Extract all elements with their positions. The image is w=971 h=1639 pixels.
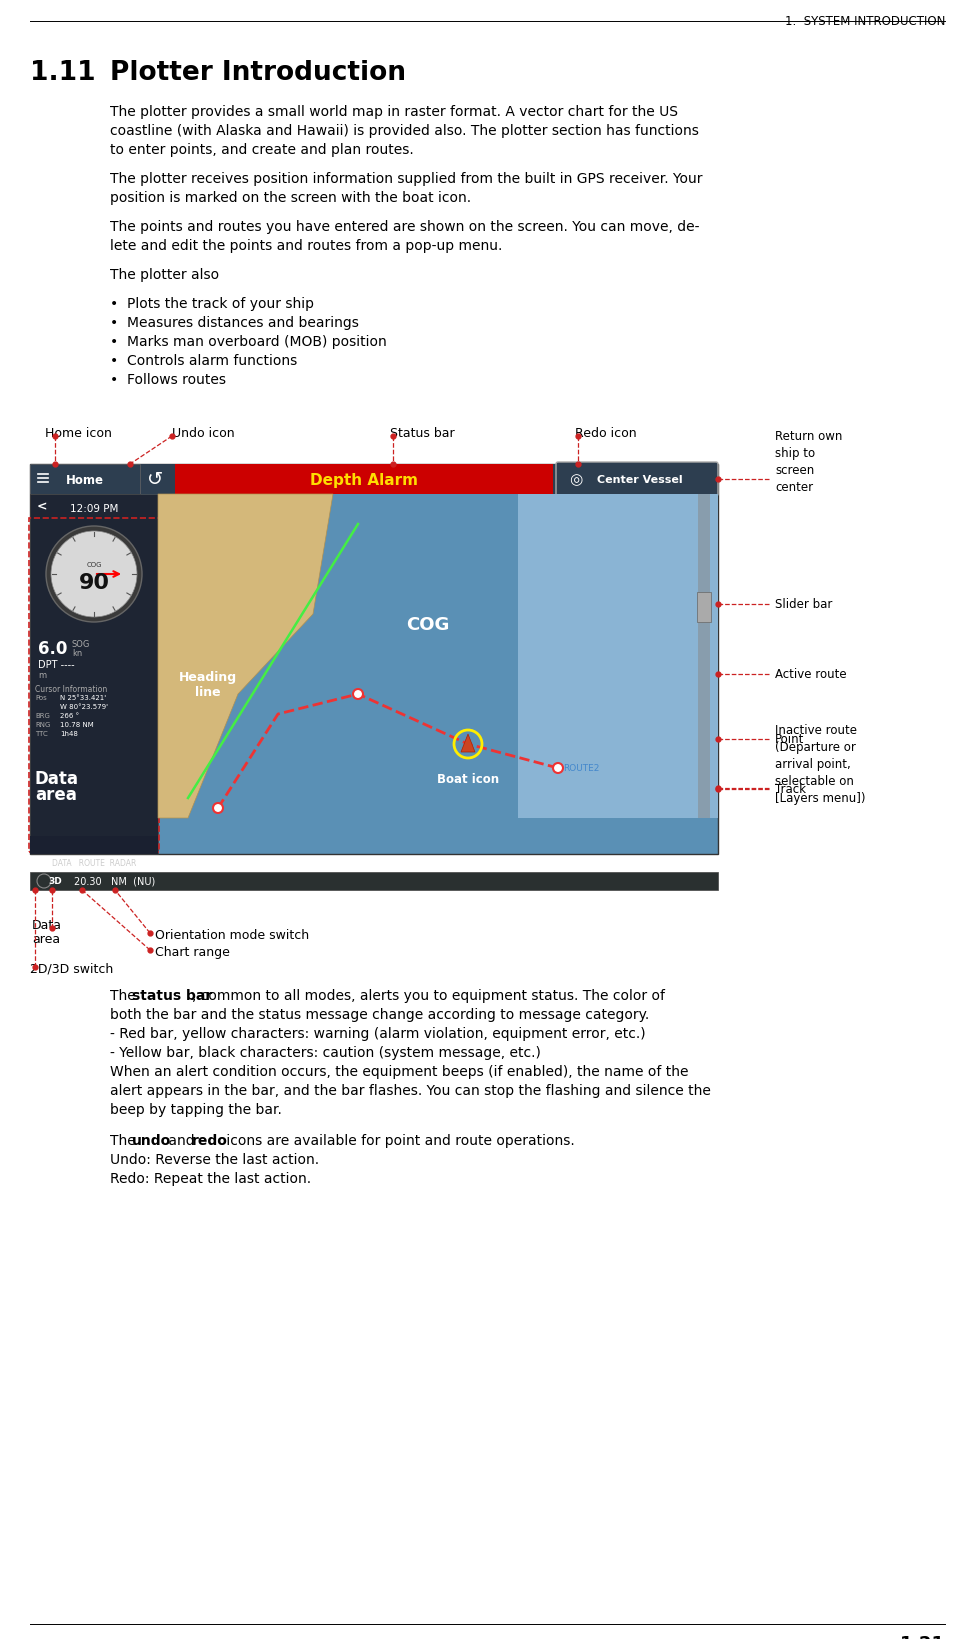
Text: Return own
ship to
screen
center: Return own ship to screen center xyxy=(775,429,843,493)
Text: 12:09 PM: 12:09 PM xyxy=(70,503,118,513)
Text: Home: Home xyxy=(66,474,104,487)
Text: both the bar and the status message change according to message category.: both the bar and the status message chan… xyxy=(110,1008,650,1021)
Text: Plotter Introduction: Plotter Introduction xyxy=(110,61,406,85)
Text: 1.11: 1.11 xyxy=(30,61,95,85)
Bar xyxy=(30,465,718,495)
Text: Redo: Repeat the last action.: Redo: Repeat the last action. xyxy=(110,1172,311,1185)
Bar xyxy=(698,495,710,818)
Text: COG: COG xyxy=(86,562,102,567)
Bar xyxy=(30,465,718,854)
Text: The points and routes you have entered are shown on the screen. You can move, de: The points and routes you have entered a… xyxy=(110,220,699,234)
Text: 90: 90 xyxy=(79,572,110,593)
Text: beep by tapping the bar.: beep by tapping the bar. xyxy=(110,1103,282,1116)
Text: DATA   ROUTE  RADAR: DATA ROUTE RADAR xyxy=(51,859,136,869)
Text: Heading
line: Heading line xyxy=(179,670,237,698)
Text: Point: Point xyxy=(775,733,804,746)
Text: icons are available for point and route operations.: icons are available for point and route … xyxy=(222,1133,575,1147)
Text: ROUTE2: ROUTE2 xyxy=(563,764,599,774)
Bar xyxy=(175,465,553,495)
Text: DPT ----: DPT ---- xyxy=(38,659,75,670)
Text: area: area xyxy=(35,785,77,803)
Text: •  Follows routes: • Follows routes xyxy=(110,372,226,387)
Text: TTC: TTC xyxy=(35,731,48,736)
Bar xyxy=(697,593,711,623)
Text: m: m xyxy=(38,670,47,680)
Circle shape xyxy=(213,803,223,813)
Text: Home icon: Home icon xyxy=(45,426,112,439)
Text: ↺: ↺ xyxy=(147,470,163,488)
Text: alert appears in the bar, and the bar flashes. You can stop the flashing and sil: alert appears in the bar, and the bar fl… xyxy=(110,1083,711,1098)
Text: ◎: ◎ xyxy=(569,472,583,487)
Text: W 80°23.579': W 80°23.579' xyxy=(60,703,108,710)
Polygon shape xyxy=(158,495,333,818)
Text: - Red bar, yellow characters: warning (alarm violation, equipment error, etc.): - Red bar, yellow characters: warning (a… xyxy=(110,1026,646,1041)
Text: Pos: Pos xyxy=(35,695,47,700)
Text: Active route: Active route xyxy=(775,669,847,682)
FancyBboxPatch shape xyxy=(556,462,718,497)
Text: 266 °: 266 ° xyxy=(60,713,79,718)
Polygon shape xyxy=(461,734,475,752)
Text: 10.78 NM: 10.78 NM xyxy=(60,721,94,728)
Text: The plotter receives position information supplied from the built in GPS receive: The plotter receives position informatio… xyxy=(110,172,702,185)
Text: 20.30   NM  (NU): 20.30 NM (NU) xyxy=(75,877,155,887)
Text: 6.0: 6.0 xyxy=(38,639,67,657)
Text: coastline (with Alaska and Hawaii) is provided also. The plotter section has fun: coastline (with Alaska and Hawaii) is pr… xyxy=(110,125,699,138)
Text: , common to all modes, alerts you to equipment status. The color of: , common to all modes, alerts you to equ… xyxy=(192,988,665,1003)
Text: The: The xyxy=(110,1133,140,1147)
Text: The: The xyxy=(110,988,140,1003)
Bar xyxy=(30,495,158,854)
Text: lete and edit the points and routes from a pop-up menu.: lete and edit the points and routes from… xyxy=(110,239,502,252)
Text: Center Vessel: Center Vessel xyxy=(597,475,683,485)
Text: Data: Data xyxy=(35,770,79,787)
Text: When an alert condition occurs, the equipment beeps (if enabled), the name of th: When an alert condition occurs, the equi… xyxy=(110,1064,688,1078)
Text: - Yellow bar, black characters: caution (system message, etc.): - Yellow bar, black characters: caution … xyxy=(110,1046,541,1059)
Polygon shape xyxy=(518,495,718,818)
Text: N 25°33.421': N 25°33.421' xyxy=(60,695,106,700)
Text: Slider bar: Slider bar xyxy=(775,598,832,611)
Text: status bar: status bar xyxy=(132,988,213,1003)
Text: •  Controls alarm functions: • Controls alarm functions xyxy=(110,354,297,367)
Text: •  Measures distances and bearings: • Measures distances and bearings xyxy=(110,316,359,329)
Text: Status bar: Status bar xyxy=(390,426,454,439)
Circle shape xyxy=(51,531,137,618)
Text: The plotter also: The plotter also xyxy=(110,267,219,282)
Circle shape xyxy=(46,526,142,623)
Text: 1-21: 1-21 xyxy=(900,1634,945,1639)
Text: 1h48: 1h48 xyxy=(60,731,78,736)
Text: kn: kn xyxy=(72,649,83,657)
Text: Orientation mode switch: Orientation mode switch xyxy=(155,928,309,941)
Text: Cursor Information: Cursor Information xyxy=(35,685,107,693)
Text: BRG: BRG xyxy=(35,713,50,718)
Text: SOG: SOG xyxy=(72,639,90,649)
Text: Undo: Reverse the last action.: Undo: Reverse the last action. xyxy=(110,1152,319,1167)
Text: Redo icon: Redo icon xyxy=(575,426,637,439)
Text: and: and xyxy=(164,1133,199,1147)
Text: COG: COG xyxy=(406,616,450,634)
Text: Inactive route
(Departure or
arrival point,
selectable on
[Layers menu]): Inactive route (Departure or arrival poi… xyxy=(775,724,865,805)
Text: 3D: 3D xyxy=(48,877,62,887)
Text: 1.  SYSTEM INTRODUCTION: 1. SYSTEM INTRODUCTION xyxy=(785,15,945,28)
Text: undo: undo xyxy=(132,1133,171,1147)
Bar xyxy=(30,465,140,495)
Text: Depth Alarm: Depth Alarm xyxy=(310,472,418,487)
Text: area: area xyxy=(32,933,60,946)
Text: position is marked on the screen with the boat icon.: position is marked on the screen with th… xyxy=(110,190,471,205)
Text: •  Plots the track of your ship: • Plots the track of your ship xyxy=(110,297,314,311)
Text: RNG: RNG xyxy=(35,721,50,728)
Text: The plotter provides a small world map in raster format. A vector chart for the : The plotter provides a small world map i… xyxy=(110,105,678,120)
Bar xyxy=(30,836,158,854)
Text: <: < xyxy=(37,500,48,513)
Text: Undo icon: Undo icon xyxy=(172,426,235,439)
Text: •  Marks man overboard (MOB) position: • Marks man overboard (MOB) position xyxy=(110,334,386,349)
Text: Data: Data xyxy=(32,918,62,931)
Text: Track: Track xyxy=(775,783,806,797)
Bar xyxy=(30,872,718,890)
Text: 2D/3D switch: 2D/3D switch xyxy=(30,962,114,975)
Text: to enter points, and create and plan routes.: to enter points, and create and plan rou… xyxy=(110,143,414,157)
Text: Boat icon: Boat icon xyxy=(437,774,499,787)
Circle shape xyxy=(353,690,363,700)
Text: Chart range: Chart range xyxy=(155,946,230,959)
Circle shape xyxy=(553,764,563,774)
Text: redo: redo xyxy=(192,1133,228,1147)
